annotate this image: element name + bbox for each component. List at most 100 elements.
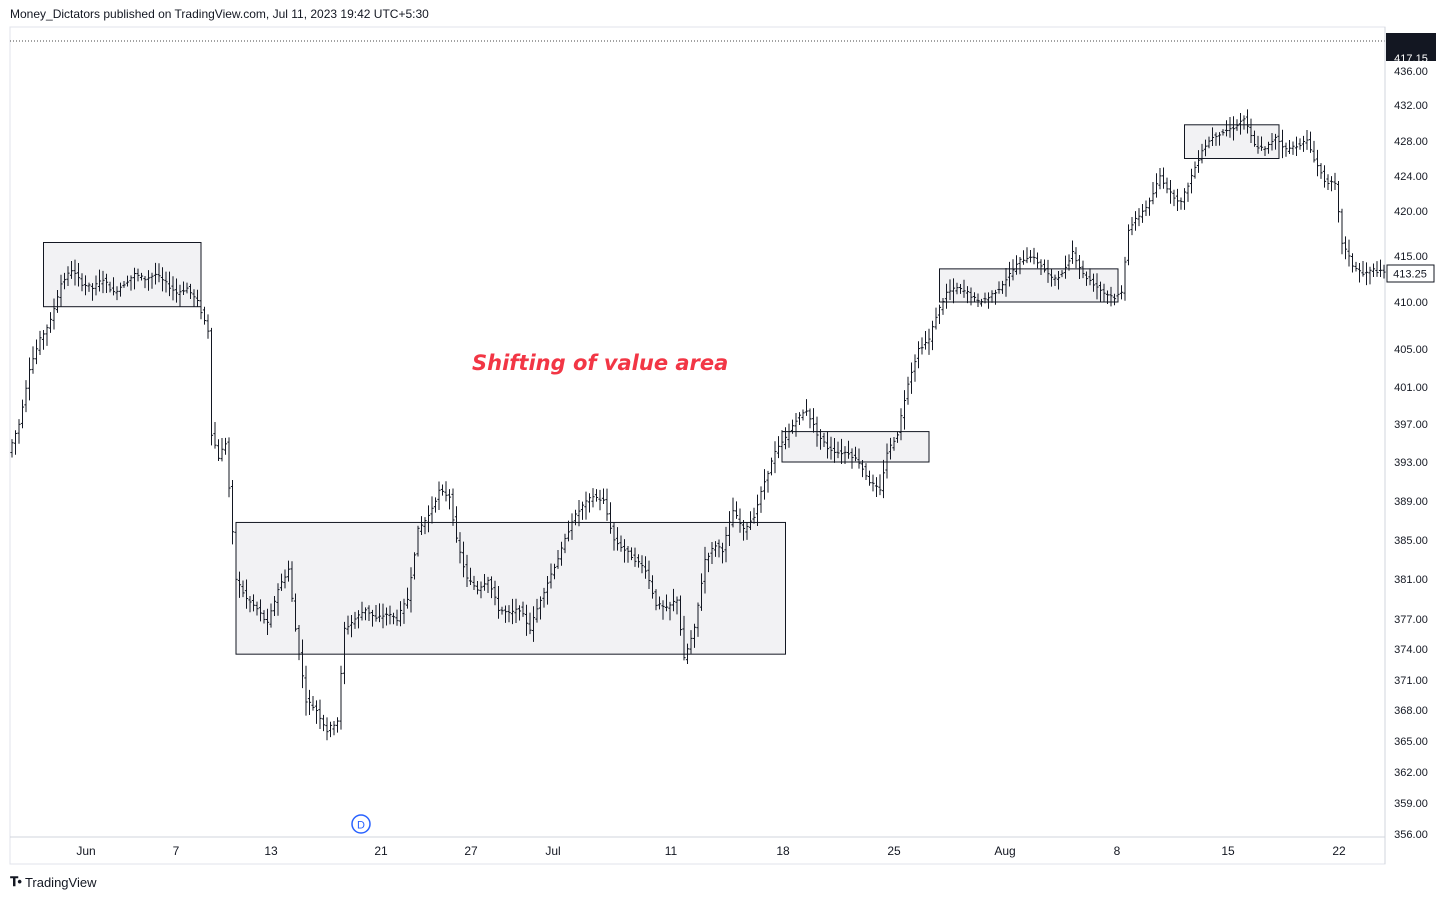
- ohlc-bar: [815, 416, 819, 447]
- ohlc-bar: [563, 533, 567, 554]
- annotation-shifting-value-area: Shifting of value area: [472, 351, 728, 375]
- ohlc-bar: [1350, 253, 1355, 273]
- ohlc-bar: [510, 598, 515, 625]
- ohlc-bar: [314, 700, 319, 724]
- ohlc-bar: [682, 615, 686, 661]
- ohlc-bar: [545, 575, 550, 605]
- ohlc-bar: [69, 260, 74, 279]
- ohlc-bar: [706, 552, 711, 573]
- price-axis[interactable]: 436.00 432.00 428.00 424.00 420.00 415.00 410.…: [1394, 66, 1428, 841]
- x-tick-label: 21: [374, 844, 388, 858]
- ohlc-bar: [136, 268, 140, 282]
- ohlc-bar: [1280, 129, 1285, 159]
- ohlc-bar: [664, 594, 669, 612]
- ohlc-bar: [139, 272, 144, 281]
- ohlc-bar: [1214, 132, 1218, 146]
- ohlc-bar: [83, 275, 88, 296]
- ohlc-bar: [598, 489, 602, 511]
- ohlc-bar: [1193, 161, 1197, 179]
- ohlc-bar: [286, 560, 291, 582]
- ohlc-bar: [703, 546, 707, 594]
- ohlc-bar: [451, 488, 455, 526]
- value-area-box: [939, 268, 1119, 303]
- ohlc-bar: [1301, 135, 1306, 152]
- ohlc-bar: [906, 376, 910, 405]
- ohlc-bar: [976, 293, 980, 307]
- ohlc-bar: [962, 279, 966, 298]
- ohlc-bar: [143, 276, 147, 289]
- ohlc-bar: [1007, 261, 1012, 287]
- ohlc-bar: [986, 292, 991, 309]
- ohlc-bar: [699, 573, 704, 611]
- ohlc-bar: [325, 717, 329, 741]
- ohlc-bar: [783, 427, 788, 450]
- ohlc-bar: [1354, 261, 1358, 272]
- ohlc-bar: [1259, 136, 1264, 151]
- ohlc-bar: [990, 290, 994, 303]
- ohlc-bar: [860, 459, 865, 478]
- ohlc-bar: [430, 496, 434, 524]
- ohlc-bar: [80, 273, 84, 292]
- ohlc-bar: [213, 421, 217, 449]
- ohlc-bar: [335, 717, 340, 733]
- ohlc-bar: [843, 446, 847, 464]
- ohlc-bar: [1084, 271, 1089, 286]
- dividend-marker[interactable]: D: [351, 814, 371, 834]
- ohlc-bar: [916, 341, 921, 369]
- ohlc-bar: [1263, 146, 1267, 157]
- ohlc-bar: [1329, 176, 1334, 192]
- ohlc-bar: [216, 439, 221, 462]
- ohlc-bar: [997, 281, 1001, 294]
- ohlc-bar: [244, 579, 249, 609]
- ohlc-bar: [1284, 142, 1288, 157]
- y-tick-label: 389.00: [1394, 496, 1428, 508]
- ohlc-bar: [199, 295, 203, 320]
- ohlc-bar: [17, 419, 21, 444]
- ohlc-bar: [853, 446, 858, 462]
- x-tick-label: 18: [776, 844, 790, 858]
- ohlc-bar: [461, 541, 466, 578]
- ohlc-bar: [727, 511, 732, 547]
- ohlc-bar: [38, 330, 42, 356]
- ohlc-bar: [608, 502, 613, 534]
- ohlc-bar: [724, 526, 728, 563]
- ohlc-bar: [482, 573, 487, 591]
- ohlc-bar: [675, 596, 679, 615]
- ohlc-bar: [300, 639, 305, 689]
- ohlc-bar: [1133, 211, 1138, 231]
- ohlc-bar: [353, 611, 357, 629]
- time-axis[interactable]: Jun 7 13 21 27 Jul 11 18 25 Aug 8 15 22: [76, 844, 1346, 858]
- ohlc-bar: [801, 409, 805, 421]
- tradingview-footer[interactable]: 𝐓• TradingView: [10, 874, 96, 890]
- ohlc-bar: [76, 262, 81, 287]
- ohlc-bar: [342, 621, 347, 685]
- ohlc-bar: [1228, 116, 1232, 138]
- ohlc-bar: [570, 513, 574, 540]
- ohlc-bar: [1224, 120, 1229, 137]
- ohlc-bar: [10, 439, 14, 458]
- ohlc-bar: [150, 272, 154, 289]
- ohlc-bar: [850, 448, 854, 469]
- ohlc-bar: [1063, 255, 1068, 279]
- ohlc-bar: [983, 292, 987, 304]
- ohlc-bar: [339, 665, 343, 730]
- ohlc-bar: [832, 438, 837, 463]
- ohlc-bar: [1004, 268, 1008, 297]
- ohlc-bar: [689, 630, 693, 654]
- ohlc-bar: [829, 436, 833, 460]
- ohlc-bar: [45, 324, 49, 346]
- ohlc-bar: [118, 282, 123, 297]
- top-price-badge: 417.15: [1386, 33, 1436, 65]
- ohlc-bar: [279, 573, 284, 591]
- ohlc-bar: [773, 441, 777, 474]
- ohlc-bar: [692, 623, 697, 648]
- ohlc-bar: [265, 608, 270, 635]
- ohlc-bar: [580, 501, 585, 520]
- ohlc-bar: [678, 595, 683, 636]
- ohlc-bar: [1028, 250, 1033, 263]
- ohlc-bar: [1382, 264, 1386, 279]
- ohlc-bar: [1168, 179, 1173, 204]
- ohlc-bar: [643, 556, 648, 579]
- plot-area[interactable]: [9, 26, 1386, 865]
